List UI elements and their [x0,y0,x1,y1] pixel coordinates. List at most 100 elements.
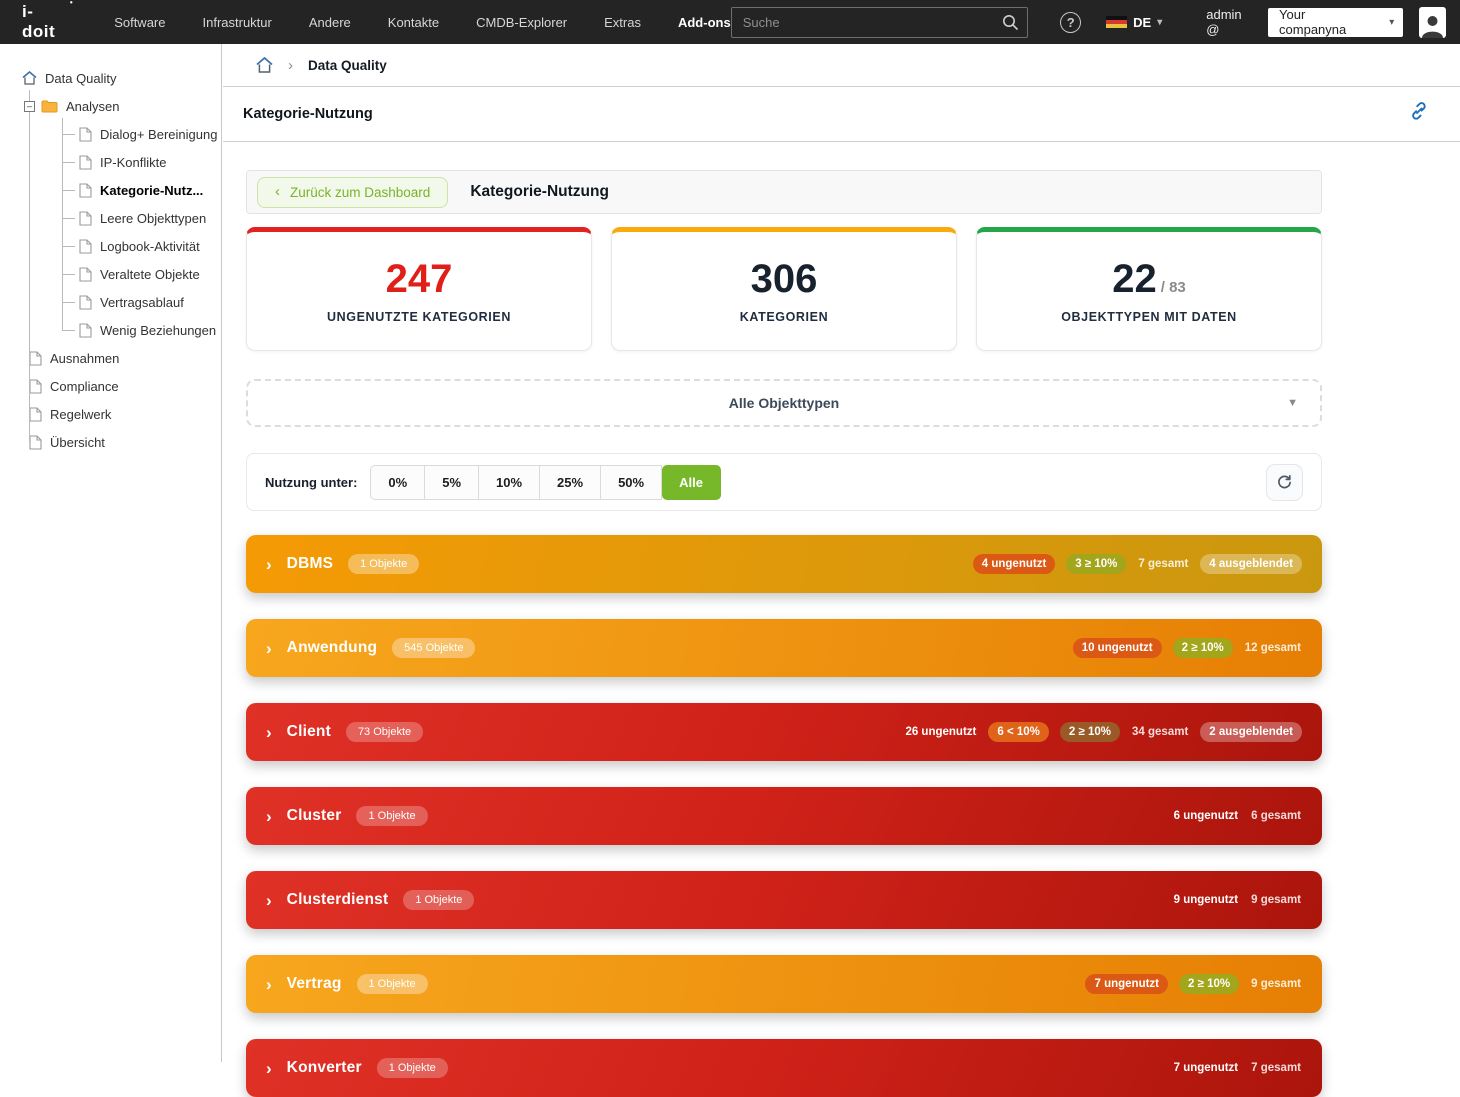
document-icon [79,323,92,338]
category-badge-total: 6 gesamt [1250,806,1302,826]
tree-item-label: Leere Objekttypen [100,211,206,226]
tree-item-label: Dialog+ Bereinigung [100,127,217,142]
category-badge-total: 12 gesamt [1244,638,1302,658]
search-input[interactable] [731,7,1029,38]
object-type-dropdown[interactable]: Alle Objekttypen ▼ [246,379,1322,427]
tree-folder-label: Analysen [66,99,119,114]
tree-item[interactable]: Regelwerk [29,400,221,428]
category-badges: 7 ungenutzt 7 gesamt [1173,1058,1302,1078]
chevron-right-icon: › [266,808,272,825]
user-avatar[interactable] [1419,7,1446,38]
category-badge-plain: 26 ungenutzt [904,722,977,742]
tree-item[interactable]: Kategorie-Nutz... [62,176,221,204]
usage-filter-button[interactable]: 0% [370,465,425,500]
tree-item-label: Kategorie-Nutz... [100,183,203,198]
tree-analyses-group: Dialog+ Bereinigung IP-Konflikte Kategor… [62,120,221,344]
language-switcher[interactable]: DE ▾ [1106,15,1162,30]
nav-menu-item[interactable]: Add-ons [678,15,731,30]
stats-row: 247 UNGENUTZTE KATEGORIEN 306 KATEGORIEN… [246,227,1322,351]
refresh-button[interactable] [1266,464,1303,501]
breadcrumb-current[interactable]: Data Quality [308,58,387,73]
back-button-label: Zurück zum Dashboard [290,185,430,200]
collapse-expander-icon[interactable]: – [24,101,35,112]
tree-item-label: Veraltete Objekte [100,267,200,282]
tree-item[interactable]: Dialog+ Bereinigung [62,120,221,148]
document-icon [79,267,92,282]
document-icon [29,407,42,422]
category-badge-ge10: 2 ≥ 10% [1060,722,1120,742]
usage-filter-button[interactable]: 5% [425,465,479,500]
nav-menu-item[interactable]: CMDB-Explorer [476,15,567,30]
home-icon[interactable] [256,57,273,73]
usage-filter-panel: Nutzung unter: 0%5%10%25%50%Alle [246,453,1322,511]
document-icon [79,239,92,254]
stat-label: UNGENUTZTE KATEGORIEN [327,310,511,324]
back-to-dashboard-button[interactable]: ‹ Zurück zum Dashboard [257,177,448,208]
page-title-bar: Kategorie-Nutzung [223,87,1460,142]
tree-item-label: Ausnahmen [50,351,119,366]
tree-item[interactable]: IP-Konflikte [62,148,221,176]
help-icon[interactable]: ? [1060,12,1081,33]
category-name: DBMS [287,555,333,573]
tree-item[interactable]: Übersicht [29,428,221,456]
tree-item[interactable]: Vertragsablauf [62,288,221,316]
tree-item[interactable]: Compliance [29,372,221,400]
category-badge-total: 7 gesamt [1137,554,1189,574]
tree-item[interactable]: Veraltete Objekte [62,260,221,288]
chevron-down-icon: ▼ [1287,397,1298,409]
category-name: Client [287,723,331,741]
search-container [731,7,1029,38]
breadcrumb: › Data Quality [223,44,1460,87]
usage-filter-button[interactable]: 25% [540,465,601,500]
idoit-logo[interactable]: ••••• i-doit • [22,2,66,42]
category-badge-lt10: 6 < 10% [988,722,1049,742]
permalink-icon[interactable] [1409,102,1428,126]
tree-branch: – Analysen Dialog+ Bereinigung IP-Konfli… [29,92,221,456]
document-icon [29,351,42,366]
tree-item[interactable]: Leere Objekttypen [62,204,221,232]
category-badge-total: 7 gesamt [1250,1058,1302,1078]
chevron-right-icon: › [288,57,293,74]
tree-item-label: Compliance [50,379,119,394]
usage-filter-button[interactable]: Alle [662,465,721,500]
nav-menu-item[interactable]: Infrastruktur [203,15,272,30]
user-label: admin @ [1206,7,1258,37]
document-icon [79,295,92,310]
category-badge-hidden: 4 ausgeblendet [1200,554,1302,574]
tree-item[interactable]: Logbook-Aktivität [62,232,221,260]
tree-folder-analysen[interactable]: – Analysen [29,92,221,120]
document-icon [79,127,92,142]
category-badge-plain: 9 ungenutzt [1173,890,1240,910]
category-name: Vertrag [287,975,342,993]
stat-value: 306 [751,259,818,299]
search-icon[interactable] [1002,14,1019,36]
usage-filter-button[interactable]: 50% [601,465,662,500]
usage-filter-label: Nutzung unter: [265,475,357,490]
tree-root-data-quality[interactable]: Data Quality [22,64,221,92]
tree-item[interactable]: Ausnahmen [29,344,221,372]
category-badge-plain: 7 ungenutzt [1173,1058,1240,1078]
stat-label: OBJEKTTYPEN MIT DATEN [1061,310,1237,324]
page-title: Kategorie-Nutzung [243,106,373,122]
nav-menu-item[interactable]: Extras [604,15,641,30]
tree-root-label: Data Quality [45,71,117,86]
usage-filter-button[interactable]: 10% [479,465,540,500]
nav-menu-item[interactable]: Andere [309,15,351,30]
nav-menu-item[interactable]: Software [114,15,165,30]
nav-menu-item[interactable]: Kontakte [388,15,439,30]
tree-item[interactable]: Wenig Beziehungen [62,316,221,344]
document-icon [29,379,42,394]
tenant-select[interactable]: Your companyna ▾ [1268,8,1403,37]
stat-label: KATEGORIEN [740,310,828,324]
